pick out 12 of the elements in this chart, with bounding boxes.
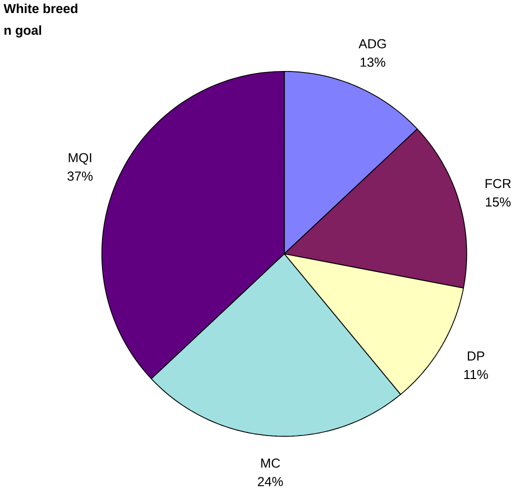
data-label: 15% <box>486 198 511 207</box>
data-label: 13% <box>360 58 386 67</box>
chart-title: White breed <box>4 4 78 14</box>
chart-subtitle: n goal <box>4 25 42 38</box>
data-label: 24% <box>258 477 283 486</box>
slice-label: ADG <box>358 39 386 48</box>
slice-label: MC <box>261 458 280 468</box>
data-label: 37% <box>68 172 93 181</box>
slice-label: MQI <box>68 153 92 165</box>
slice-label: DP <box>468 352 484 361</box>
slice-label: FCR <box>486 179 511 188</box>
data-label: 11% <box>464 370 488 380</box>
